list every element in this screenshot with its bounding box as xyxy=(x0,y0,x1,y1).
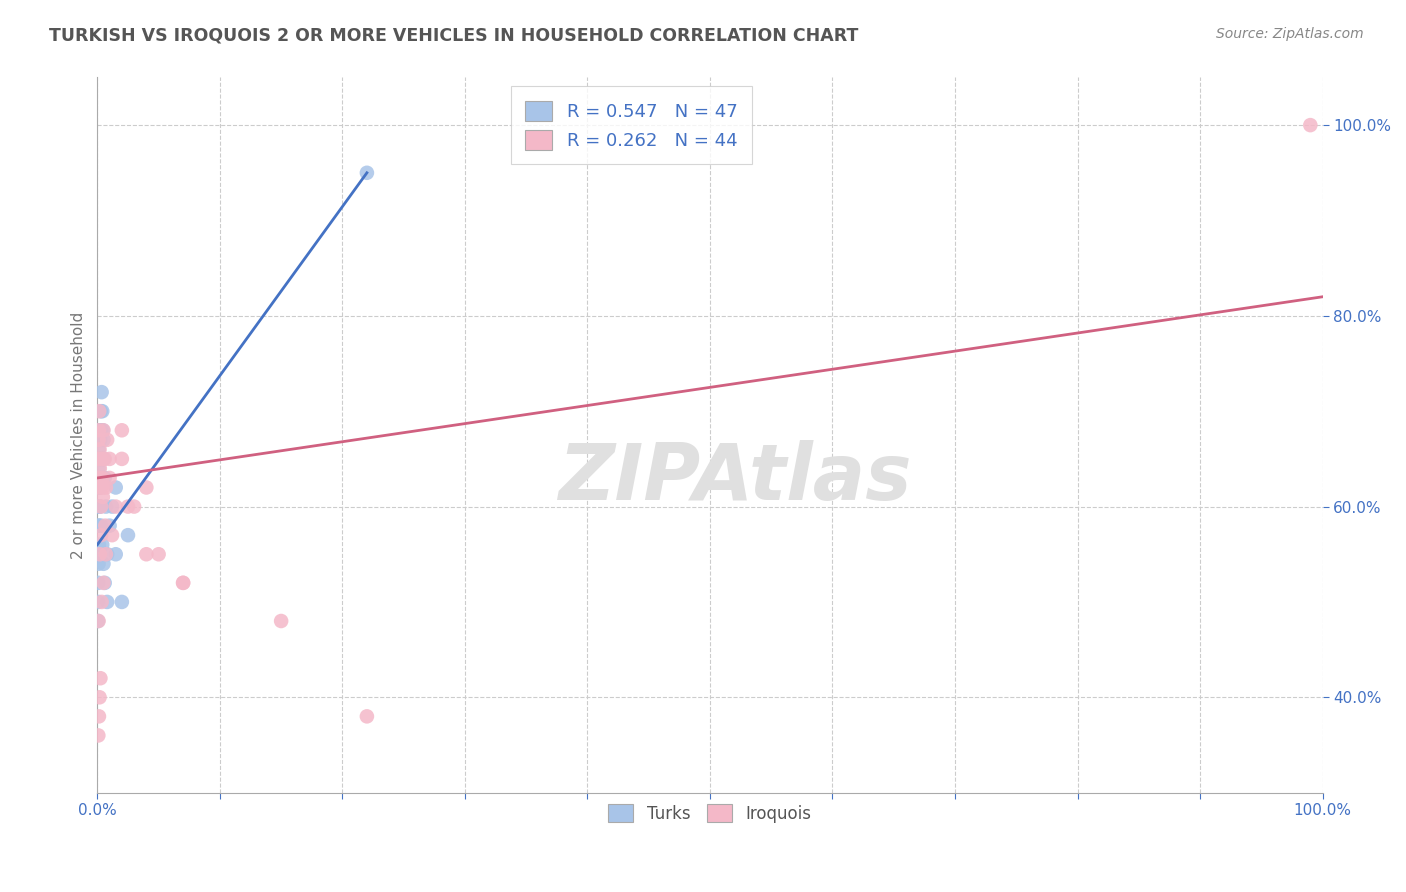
Point xyxy=(87,538,110,552)
Point xyxy=(89,451,111,466)
Point xyxy=(90,423,112,437)
Point xyxy=(87,433,110,447)
Text: TURKISH VS IROQUOIS 2 OR MORE VEHICLES IN HOUSEHOLD CORRELATION CHART: TURKISH VS IROQUOIS 2 OR MORE VEHICLES I… xyxy=(49,27,859,45)
Point xyxy=(87,575,110,590)
Point xyxy=(91,423,114,437)
Point xyxy=(98,518,121,533)
Point xyxy=(93,451,115,466)
Point xyxy=(87,451,110,466)
Point xyxy=(91,481,114,495)
Point xyxy=(356,166,378,180)
Point xyxy=(89,500,111,514)
Point xyxy=(96,595,118,609)
Point xyxy=(87,471,110,485)
Point xyxy=(98,451,121,466)
Point xyxy=(111,423,134,437)
Point xyxy=(94,481,117,495)
Point xyxy=(89,547,111,561)
Point xyxy=(87,728,110,742)
Point xyxy=(90,528,112,542)
Point xyxy=(89,404,111,418)
Point xyxy=(89,481,111,495)
Point xyxy=(94,518,117,533)
Point xyxy=(87,614,110,628)
Point xyxy=(91,490,114,504)
Point xyxy=(87,557,110,571)
Point xyxy=(93,451,115,466)
Point xyxy=(172,575,194,590)
Point xyxy=(87,451,110,466)
Point xyxy=(87,709,110,723)
Point xyxy=(1299,118,1322,132)
Point xyxy=(89,471,111,485)
Point xyxy=(87,547,110,561)
Point xyxy=(117,500,139,514)
Point xyxy=(93,557,115,571)
Point xyxy=(89,690,111,705)
Point xyxy=(111,595,134,609)
Point xyxy=(101,528,124,542)
Text: Source: ZipAtlas.com: Source: ZipAtlas.com xyxy=(1216,27,1364,41)
Text: ZIPAtlas: ZIPAtlas xyxy=(558,440,911,516)
Point xyxy=(87,500,110,514)
Point xyxy=(104,547,127,561)
Point xyxy=(89,433,111,447)
Point xyxy=(87,595,110,609)
Point xyxy=(90,595,112,609)
Point xyxy=(89,442,111,457)
Point xyxy=(89,671,111,685)
Point xyxy=(94,500,117,514)
Point xyxy=(90,518,112,533)
Point xyxy=(90,451,112,466)
Point xyxy=(90,451,112,466)
Y-axis label: 2 or more Vehicles in Household: 2 or more Vehicles in Household xyxy=(72,311,86,558)
Point xyxy=(89,481,111,495)
Point xyxy=(87,442,110,457)
Point xyxy=(90,500,112,514)
Point xyxy=(87,518,110,533)
Point xyxy=(135,547,157,561)
Point xyxy=(93,575,115,590)
Point xyxy=(90,385,112,400)
Point xyxy=(172,575,194,590)
Point xyxy=(96,433,118,447)
Point xyxy=(93,423,115,437)
Point xyxy=(122,500,145,514)
Point xyxy=(90,404,112,418)
Legend: Turks, Iroquois: Turks, Iroquois xyxy=(596,792,823,834)
Point xyxy=(93,575,115,590)
Point xyxy=(87,614,110,628)
Point xyxy=(87,461,110,475)
Point xyxy=(96,547,118,561)
Point xyxy=(89,461,111,475)
Point xyxy=(356,709,378,723)
Point xyxy=(91,538,114,552)
Point xyxy=(89,500,111,514)
Point xyxy=(87,433,110,447)
Point xyxy=(117,528,139,542)
Point xyxy=(101,500,124,514)
Point xyxy=(104,500,127,514)
Point xyxy=(148,547,170,561)
Point xyxy=(91,404,114,418)
Point xyxy=(89,481,111,495)
Point xyxy=(98,471,121,485)
Point xyxy=(93,471,115,485)
Point xyxy=(94,547,117,561)
Point xyxy=(135,481,157,495)
Point xyxy=(111,451,134,466)
Point xyxy=(87,423,110,437)
Point xyxy=(89,423,111,437)
Point xyxy=(104,481,127,495)
Point xyxy=(87,481,110,495)
Point xyxy=(91,471,114,485)
Point xyxy=(93,433,115,447)
Point xyxy=(89,518,111,533)
Point xyxy=(270,614,292,628)
Point xyxy=(89,451,111,466)
Point xyxy=(87,471,110,485)
